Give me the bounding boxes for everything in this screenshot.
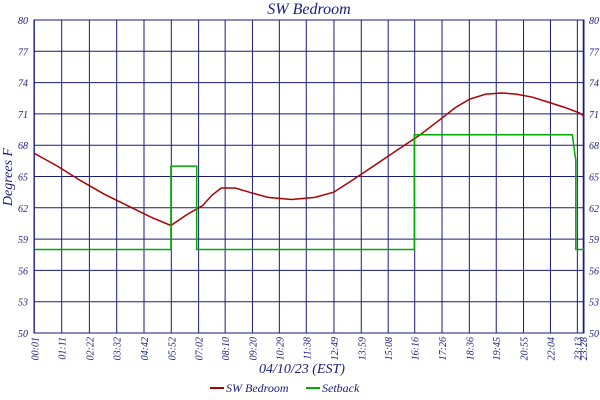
x-axis-ticks: 00:01 01:11 02:22 03:32 04:42 05:52 07:02 08:10…: [30, 337, 590, 360]
y-tick-label: 56: [18, 266, 28, 277]
y-tick-label: 50: [18, 329, 28, 340]
plot-border: [33, 19, 585, 334]
x-tick-label: 08:10: [221, 337, 232, 360]
x-tick-label: 07:02: [195, 337, 206, 360]
y-tick-label: 74: [18, 79, 28, 90]
x-tick-label: 02:22: [85, 337, 96, 360]
y-tick-label: 77: [18, 47, 29, 58]
x-tick-label: 10:29: [275, 337, 286, 360]
y-tick-label: 59: [589, 235, 599, 246]
legend-label: Setback: [322, 381, 360, 395]
y-tick-label: 71: [18, 110, 28, 121]
chart-title: SW Bedroom: [267, 1, 350, 18]
x-tick-label: 12:49: [330, 337, 341, 360]
legend-label: SW Bedroom: [226, 381, 289, 395]
x-tick-label: 16:16: [411, 337, 422, 360]
x-tick-label: 23:13: [573, 337, 584, 360]
x-tick-label: 19:45: [492, 337, 503, 360]
x-tick-label: 23:28: [579, 337, 590, 360]
y-axis-right-ticks: 50 53 56 59 62 65 68 71 74 77 80: [589, 16, 600, 340]
y-tick-label: 62: [589, 204, 599, 215]
x-tick-label: 17:26: [438, 337, 449, 360]
y-tick-label: 53: [589, 298, 599, 309]
y-tick-label: 68: [18, 141, 28, 152]
y-tick-label: 50: [589, 329, 599, 340]
x-tick-label: 00:01: [30, 337, 41, 360]
x-tick-label: 18:36: [465, 337, 476, 360]
y-tick-label: 59: [18, 235, 28, 246]
y-tick-label: 65: [18, 173, 28, 184]
y-axis-left-ticks: 50 53 56 59 62 65 68 71 74 77 80: [18, 16, 29, 340]
series-layer: [34, 92, 585, 251]
x-tick-label: 09:20: [248, 337, 259, 360]
y-tick-label: 74: [589, 79, 599, 90]
y-tick-label: 80: [18, 16, 28, 27]
y-tick-label: 71: [589, 110, 599, 121]
x-tick-label: 20:55: [520, 337, 531, 360]
series-line-sw-bedroom: [34, 92, 585, 227]
x-tick-label: 01:11: [58, 337, 69, 360]
x-tick-label: 15:08: [384, 337, 395, 360]
chart-legend: SW Bedroom Setback: [210, 381, 360, 395]
y-tick-label: 56: [589, 266, 599, 277]
plot-grid: [33, 19, 585, 334]
x-tick-label: 11:38: [302, 337, 313, 360]
x-tick-label: 22:04: [546, 337, 557, 360]
x-axis-label: 04/10/23 (EST): [259, 362, 345, 377]
y-tick-label: 62: [18, 204, 28, 215]
x-tick-label: 03:32: [113, 337, 124, 360]
y-tick-label: 65: [589, 173, 599, 184]
y-tick-label: 68: [589, 141, 599, 152]
y-tick-label: 53: [18, 298, 28, 309]
x-tick-label: 05:52: [167, 337, 178, 360]
y-tick-label: 77: [589, 47, 600, 58]
x-tick-label: 04:42: [140, 337, 151, 360]
y-axis-label: Degrees F: [1, 147, 16, 207]
series-line-setback: [34, 134, 584, 251]
y-tick-label: 80: [589, 16, 599, 27]
x-tick-label: 13:59: [357, 337, 368, 360]
